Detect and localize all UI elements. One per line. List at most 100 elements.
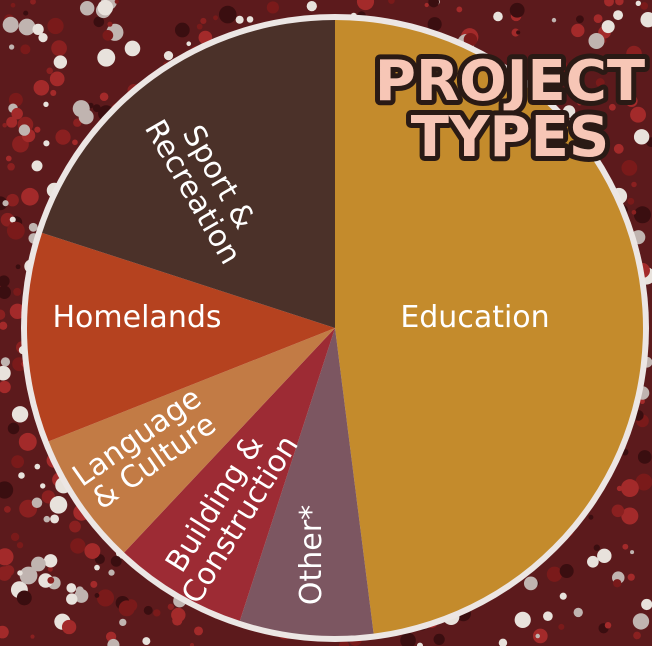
dot: [416, 642, 423, 646]
dot: [153, 609, 161, 617]
pie-slice: [42, 20, 336, 328]
dot: [84, 543, 101, 559]
dot: [94, 564, 100, 571]
pie-slice: [335, 20, 643, 634]
dot: [16, 541, 24, 549]
dot: [50, 514, 60, 524]
dot: [102, 30, 114, 41]
dot: [5, 155, 12, 162]
dot: [2, 122, 7, 128]
dot: [583, 118, 601, 136]
dot: [8, 92, 23, 107]
dot: [13, 287, 22, 296]
dot: [18, 432, 37, 451]
dot: [8, 44, 15, 50]
dot: [20, 44, 31, 55]
dot: [171, 607, 186, 623]
dot: [118, 600, 135, 617]
dot: [456, 6, 463, 13]
dot: [622, 543, 629, 550]
dot: [34, 126, 41, 133]
dot: [38, 32, 48, 43]
dot: [196, 23, 203, 30]
dot: [424, 2, 429, 8]
dot: [463, 32, 478, 47]
dot: [6, 193, 19, 207]
dot: [546, 566, 563, 582]
dot: [143, 605, 153, 615]
dot: [32, 23, 44, 36]
dot: [559, 564, 574, 579]
dot: [559, 592, 567, 600]
dot: [97, 48, 116, 67]
dot: [114, 0, 119, 4]
dot: [19, 566, 38, 585]
dot: [627, 197, 635, 205]
dot: [576, 15, 584, 24]
dot: [189, 642, 195, 646]
slice-label: Education: [400, 300, 549, 335]
dot: [75, 586, 84, 595]
dot: [635, 0, 641, 6]
dot: [18, 124, 31, 136]
dot: [43, 515, 51, 523]
dot: [615, 0, 624, 6]
dot: [0, 625, 9, 639]
dot: [4, 505, 11, 513]
dot: [17, 570, 23, 576]
dot: [107, 21, 113, 27]
dot: [551, 17, 557, 23]
dot: [30, 634, 35, 639]
dot: [595, 78, 605, 88]
dot: [621, 160, 638, 176]
dot: [640, 12, 652, 28]
dot: [0, 365, 11, 381]
dot: [593, 544, 600, 551]
dot: [550, 58, 568, 76]
dot: [213, 15, 218, 21]
dot: [23, 10, 29, 16]
dot: [15, 264, 21, 270]
dot: [107, 638, 120, 646]
dot: [601, 20, 615, 34]
dot: [70, 538, 86, 554]
dot: [31, 160, 43, 172]
dot: [18, 18, 36, 36]
dot: [609, 103, 616, 111]
dot: [639, 398, 645, 404]
dot: [7, 422, 20, 435]
dot: [562, 105, 576, 118]
dot: [163, 50, 174, 61]
dot: [16, 590, 32, 606]
pie: [27, 20, 643, 636]
dot: [580, 93, 593, 106]
dot: [626, 45, 642, 62]
dot: [523, 576, 538, 591]
dot: [30, 0, 36, 5]
slice-label: Homelands: [53, 300, 222, 335]
dot: [493, 11, 503, 22]
dot: [218, 5, 237, 24]
dot: [7, 162, 15, 171]
dot: [388, 0, 395, 4]
dot: [635, 473, 652, 491]
dot: [597, 548, 612, 564]
dot: [604, 0, 614, 7]
dot: [588, 514, 594, 520]
dot: [167, 603, 174, 610]
dot: [0, 380, 11, 394]
dot: [55, 129, 71, 145]
dot: [49, 71, 65, 87]
dot: [47, 566, 53, 572]
dot: [108, 569, 115, 576]
dot: [266, 1, 279, 14]
dot: [94, 593, 100, 598]
dot: [633, 129, 650, 145]
dot: [618, 78, 625, 85]
dot: [532, 628, 548, 644]
dot: [11, 406, 29, 423]
dot: [631, 209, 637, 215]
dot: [72, 139, 78, 146]
dot: [571, 80, 578, 87]
dot: [34, 463, 41, 470]
